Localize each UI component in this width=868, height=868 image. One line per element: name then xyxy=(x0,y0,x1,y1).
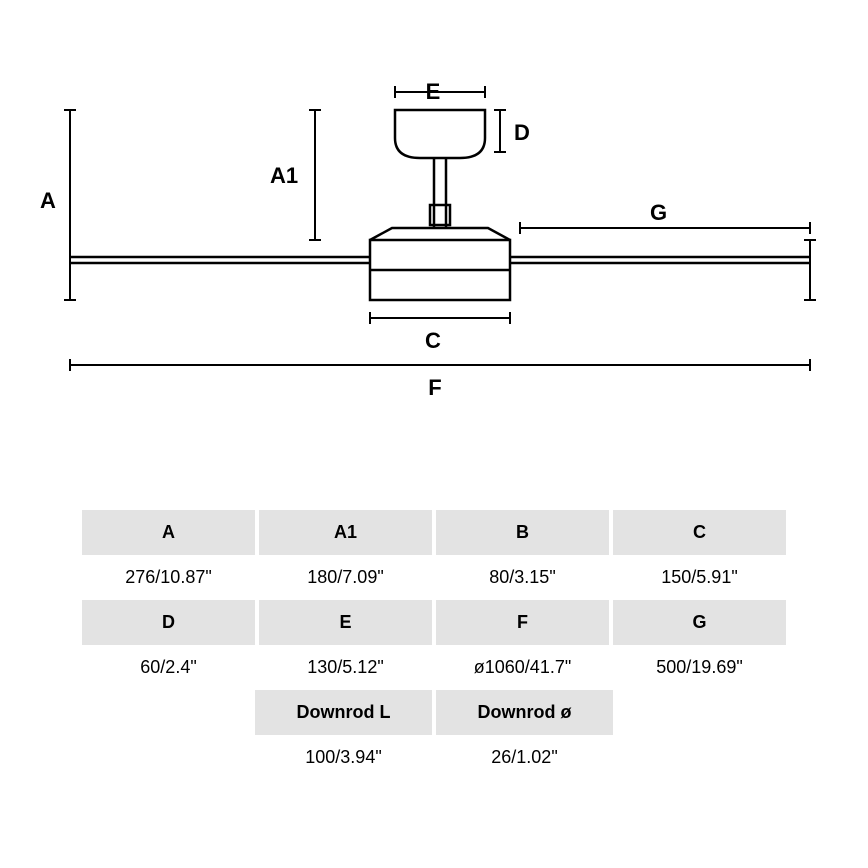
label-A: A xyxy=(40,188,56,213)
td-A: 276/10.87" xyxy=(82,555,255,600)
td-D: 60/2.4" xyxy=(82,645,255,690)
th-E: E xyxy=(259,600,432,645)
label-A1: A1 xyxy=(270,163,298,188)
label-G: G xyxy=(650,200,667,225)
label-C: C xyxy=(425,328,441,353)
td-G: 500/19.69" xyxy=(613,645,786,690)
table-row-2-headers: Downrod L Downrod ø xyxy=(80,690,788,735)
td-B: 80/3.15" xyxy=(436,555,609,600)
td-F: ø1060/41.7" xyxy=(436,645,609,690)
td-C: 150/5.91" xyxy=(613,555,786,600)
diagram-svg: A A1 E D G B C F xyxy=(40,80,820,400)
td-downrod-L: 100/3.94" xyxy=(255,735,432,780)
dimensions-table: A A1 B C 276/10.87" 180/7.09" 80/3.15" 1… xyxy=(80,510,788,780)
label-E: E xyxy=(426,80,441,104)
td-E: 130/5.12" xyxy=(259,645,432,690)
th-A1: A1 xyxy=(259,510,432,555)
motor-top-slope xyxy=(370,228,510,240)
label-F: F xyxy=(428,375,441,400)
label-D: D xyxy=(514,120,530,145)
table-row-2-values: 100/3.94" 26/1.02" xyxy=(80,735,788,780)
th-F: F xyxy=(436,600,609,645)
table-row-1-headers: D E F G xyxy=(80,600,788,645)
table-row-0-values: 276/10.87" 180/7.09" 80/3.15" 150/5.91" xyxy=(80,555,788,600)
table-row-1-values: 60/2.4" 130/5.12" ø1060/41.7" 500/19.69" xyxy=(80,645,788,690)
th-G: G xyxy=(613,600,786,645)
th-B: B xyxy=(436,510,609,555)
fan-dimension-diagram: A A1 E D G B C F xyxy=(40,80,820,400)
td-downrod-dia: 26/1.02" xyxy=(436,735,613,780)
th-D: D xyxy=(82,600,255,645)
table-row-0-headers: A A1 B C xyxy=(80,510,788,555)
th-C: C xyxy=(613,510,786,555)
th-downrod-L: Downrod L xyxy=(255,690,432,735)
canopy-shape xyxy=(395,110,485,158)
th-A: A xyxy=(82,510,255,555)
th-downrod-dia: Downrod ø xyxy=(436,690,613,735)
td-A1: 180/7.09" xyxy=(259,555,432,600)
